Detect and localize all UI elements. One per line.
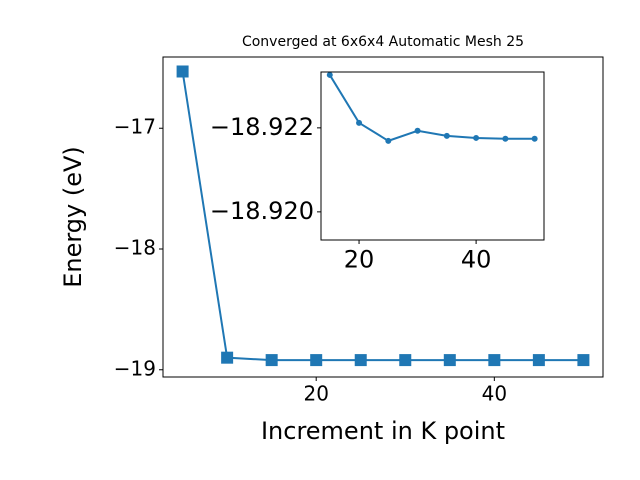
main-frame (162, 56, 604, 378)
x-axis-label: Increment in K point (261, 417, 505, 445)
x-tick-label: 40 (461, 245, 492, 273)
y-tick-label: −19 (114, 356, 156, 380)
data-line (328, 74, 535, 142)
data-point (265, 354, 278, 367)
x-tick-label: 20 (303, 382, 328, 406)
data-point (310, 354, 323, 367)
y-axis-label: Energy (eV) (59, 146, 87, 288)
y-tick-label: −18.922 (210, 113, 314, 141)
y-tick-label: −18.920 (210, 197, 314, 225)
data-point (502, 135, 509, 142)
data-point (399, 354, 412, 367)
x-tick-label: 20 (344, 245, 375, 273)
data-point (531, 135, 538, 142)
inset-frame (320, 71, 545, 241)
data-point (326, 71, 333, 78)
data-point (356, 119, 363, 126)
y-tick-label: −17 (114, 115, 156, 139)
data-point (176, 65, 189, 78)
x-tick-label: 40 (482, 382, 507, 406)
data-point (354, 354, 367, 367)
data-line (181, 71, 584, 362)
data-point (221, 351, 234, 364)
data-point (488, 354, 501, 367)
data-point (414, 127, 421, 134)
data-point (443, 132, 450, 139)
data-point (473, 134, 480, 141)
data-point (443, 354, 456, 367)
data-point (577, 354, 590, 367)
data-point (385, 137, 392, 144)
data-point (532, 354, 545, 367)
chart-title: Converged at 6x6x4 Automatic Mesh 25 (242, 34, 524, 50)
inset-plot-area (321, 72, 544, 240)
y-tick-label: −18 (114, 236, 156, 260)
